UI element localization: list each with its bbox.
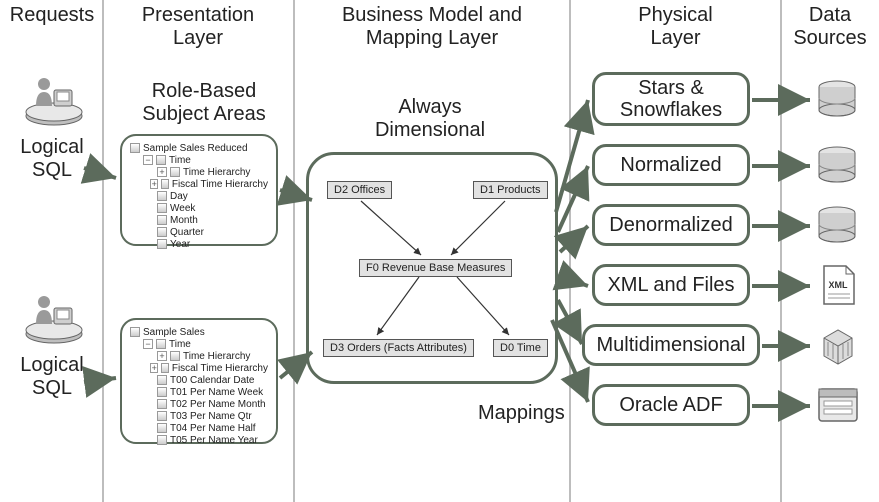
flow-arrows: [0, 0, 879, 502]
